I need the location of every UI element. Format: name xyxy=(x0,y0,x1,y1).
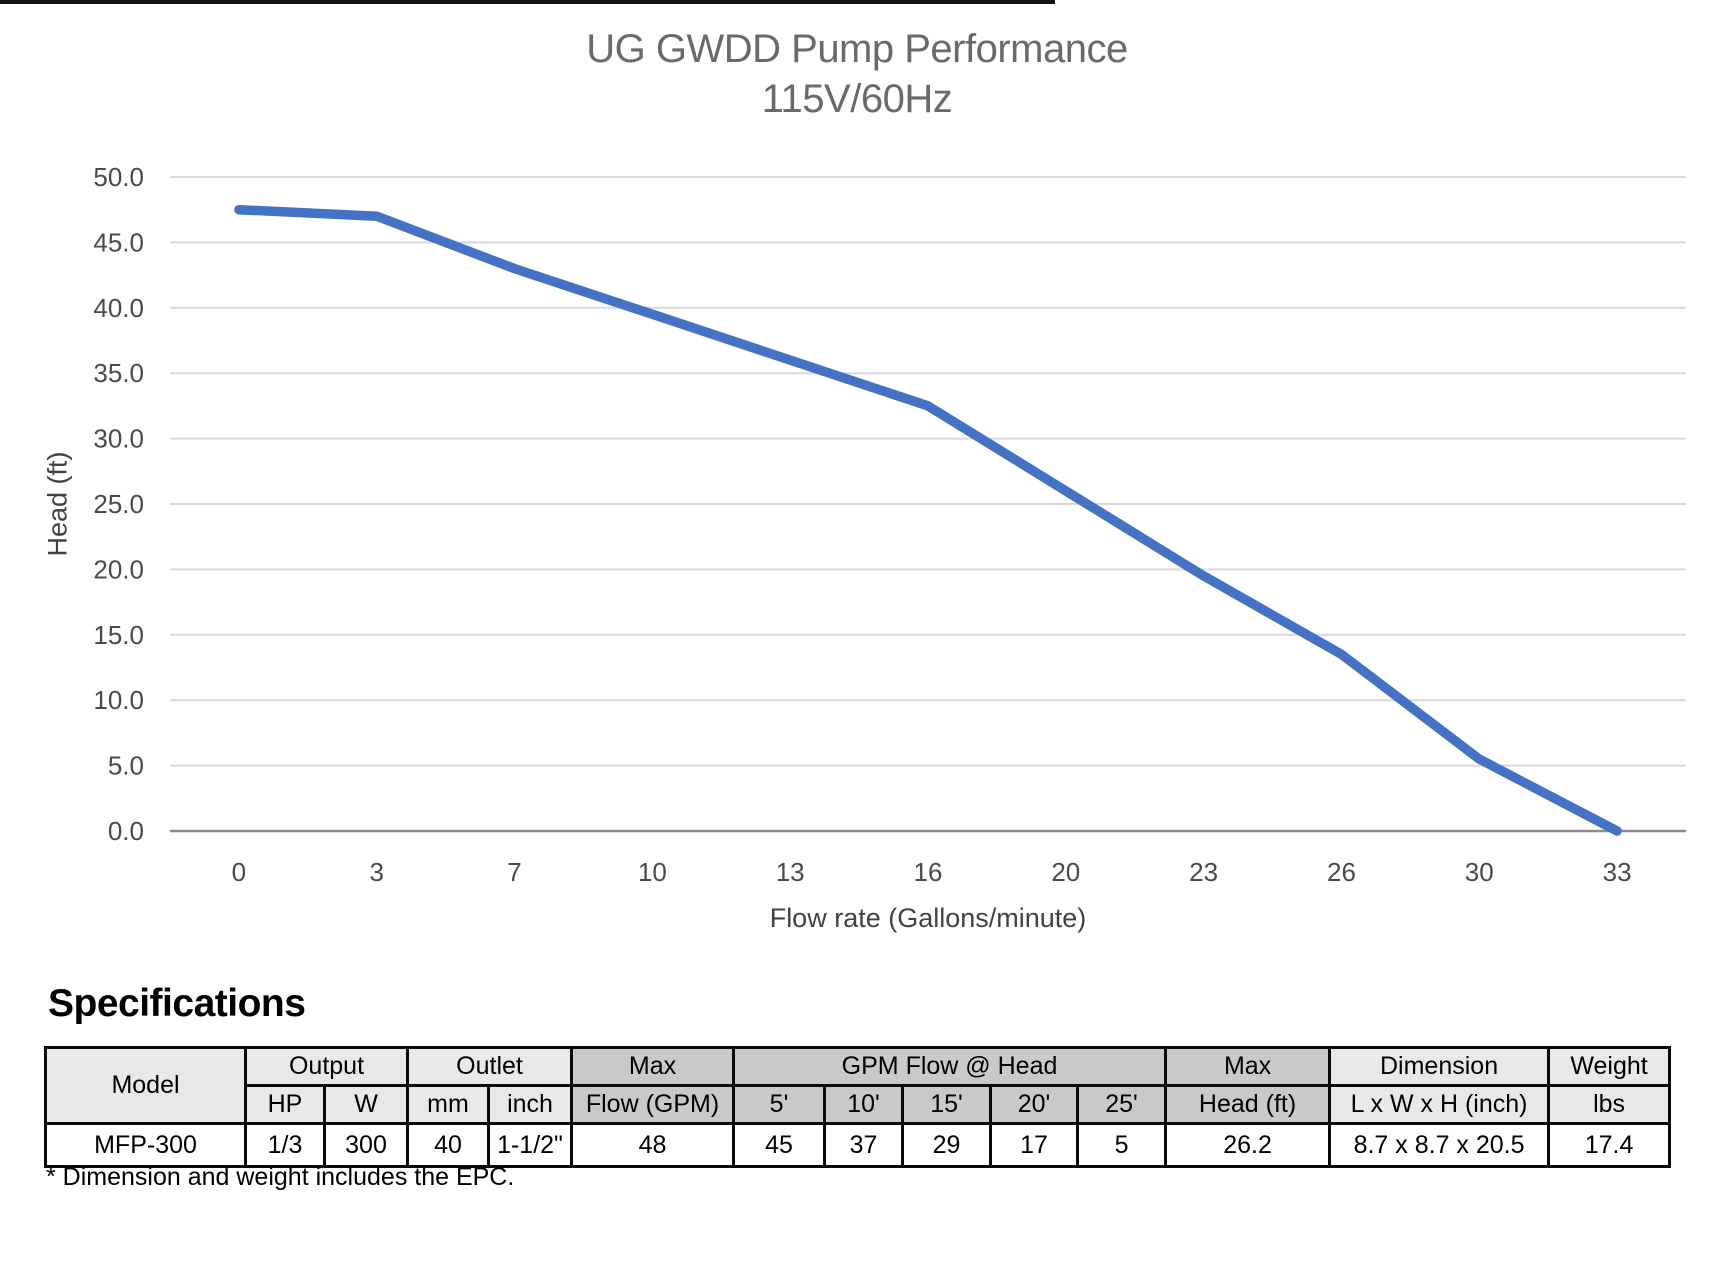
col-header-dimension: Dimension xyxy=(1328,1046,1551,1087)
x-tick-label: 20 xyxy=(1051,857,1080,887)
x-tick-label: 10 xyxy=(638,857,667,887)
cell-w: 300 xyxy=(323,1122,409,1168)
cell-mm: 40 xyxy=(406,1122,490,1168)
y-tick-label: 35.0 xyxy=(93,358,144,388)
col-header-max-head: Max xyxy=(1164,1046,1332,1087)
subheader-hp: HP xyxy=(244,1084,326,1125)
subheader-w: W xyxy=(323,1084,409,1125)
col-header-max-flow: Max xyxy=(570,1046,736,1087)
cell-flow-gpm: 48 xyxy=(570,1122,736,1168)
cell-dimension: 8.7 x 8.7 x 20.5 xyxy=(1328,1122,1551,1168)
cell-inch: 1-1/2" xyxy=(486,1122,574,1168)
cell-flow-at-5ft: 45 xyxy=(732,1122,827,1168)
y-tick-label: 30.0 xyxy=(93,424,144,454)
col-header-gpm-at-head: GPM Flow @ Head xyxy=(732,1046,1168,1087)
subheader-head-25ft: 25' xyxy=(1076,1084,1168,1125)
y-tick-label: 40.0 xyxy=(93,293,144,323)
y-tick-label: 25.0 xyxy=(93,489,144,519)
cell-flow-at-25ft: 5 xyxy=(1076,1122,1168,1168)
head-flow-curve xyxy=(234,204,1622,836)
cell-model: MFP-300 xyxy=(44,1122,247,1168)
subheader-head-20ft: 20' xyxy=(989,1084,1080,1125)
cell-weight: 17.4 xyxy=(1547,1122,1672,1168)
cell-flow-at-10ft: 37 xyxy=(823,1122,905,1168)
x-axis-title: Flow rate (Gallons/minute) xyxy=(769,903,1087,933)
pump-curve-chart: 50.045.040.035.030.025.020.015.010.05.00… xyxy=(93,162,1686,887)
x-tick-label: 7 xyxy=(507,857,521,887)
cell-hp: 1/3 xyxy=(244,1122,326,1168)
specifications-heading: Specifications xyxy=(48,982,306,1025)
col-header-outlet: Outlet xyxy=(405,1046,574,1087)
cell-flow-at-15ft: 29 xyxy=(901,1122,993,1168)
y-tick-label: 10.0 xyxy=(93,685,144,715)
y-tick-label: 20.0 xyxy=(93,554,144,584)
col-header-output: Output xyxy=(244,1046,409,1087)
x-tick-label: 33 xyxy=(1603,857,1632,887)
y-tick-label: 50.0 xyxy=(93,162,144,192)
x-tick-label: 26 xyxy=(1327,857,1356,887)
col-header-weight: Weight xyxy=(1547,1046,1672,1087)
table-footnote: * Dimension and weight includes the EPC. xyxy=(46,1163,515,1191)
col-header-model: Model xyxy=(44,1046,247,1125)
x-tick-label: 30 xyxy=(1465,857,1494,887)
x-tick-label: 23 xyxy=(1189,857,1218,887)
x-tick-label: 3 xyxy=(369,857,383,887)
cell-max-head: 26.2 xyxy=(1164,1122,1332,1168)
subheader-inch: inch xyxy=(486,1084,574,1125)
chart-title: UG GWDD Pump Performance 115V/60Hz xyxy=(0,24,1714,124)
subheader-lwh: L x W x H (inch) xyxy=(1328,1084,1551,1125)
y-axis-title: Head (ft) xyxy=(42,451,73,557)
x-tick-label: 16 xyxy=(914,857,943,887)
y-tick-label: 0.0 xyxy=(108,816,144,846)
x-tick-label: 0 xyxy=(232,857,246,887)
subheader-head-5ft: 5' xyxy=(732,1084,827,1125)
spec-table: Model Output Outlet Max GPM Flow @ Head … xyxy=(44,1046,1672,1168)
y-tick-label: 45.0 xyxy=(93,227,144,257)
subheader-head-15ft: 15' xyxy=(901,1084,993,1125)
scan-artifact-line xyxy=(0,0,1055,4)
chart-title-line2: 115V/60Hz xyxy=(761,77,953,121)
subheader-mm: mm xyxy=(406,1084,490,1125)
subheader-flow-gpm: Flow (GPM) xyxy=(570,1084,736,1125)
subheader-head-ft: Head (ft) xyxy=(1164,1084,1332,1125)
table-row: MFP-300 1/3 300 40 1-1/2" 48 45 37 29 17… xyxy=(44,1122,1672,1168)
cell-flow-at-20ft: 17 xyxy=(989,1122,1080,1168)
y-tick-label: 5.0 xyxy=(108,751,144,781)
chart-title-line1: UG GWDD Pump Performance xyxy=(586,27,1128,71)
x-tick-label: 13 xyxy=(776,857,805,887)
y-tick-label: 15.0 xyxy=(93,620,144,650)
subheader-head-10ft: 10' xyxy=(823,1084,905,1125)
subheader-lbs: lbs xyxy=(1547,1084,1672,1125)
